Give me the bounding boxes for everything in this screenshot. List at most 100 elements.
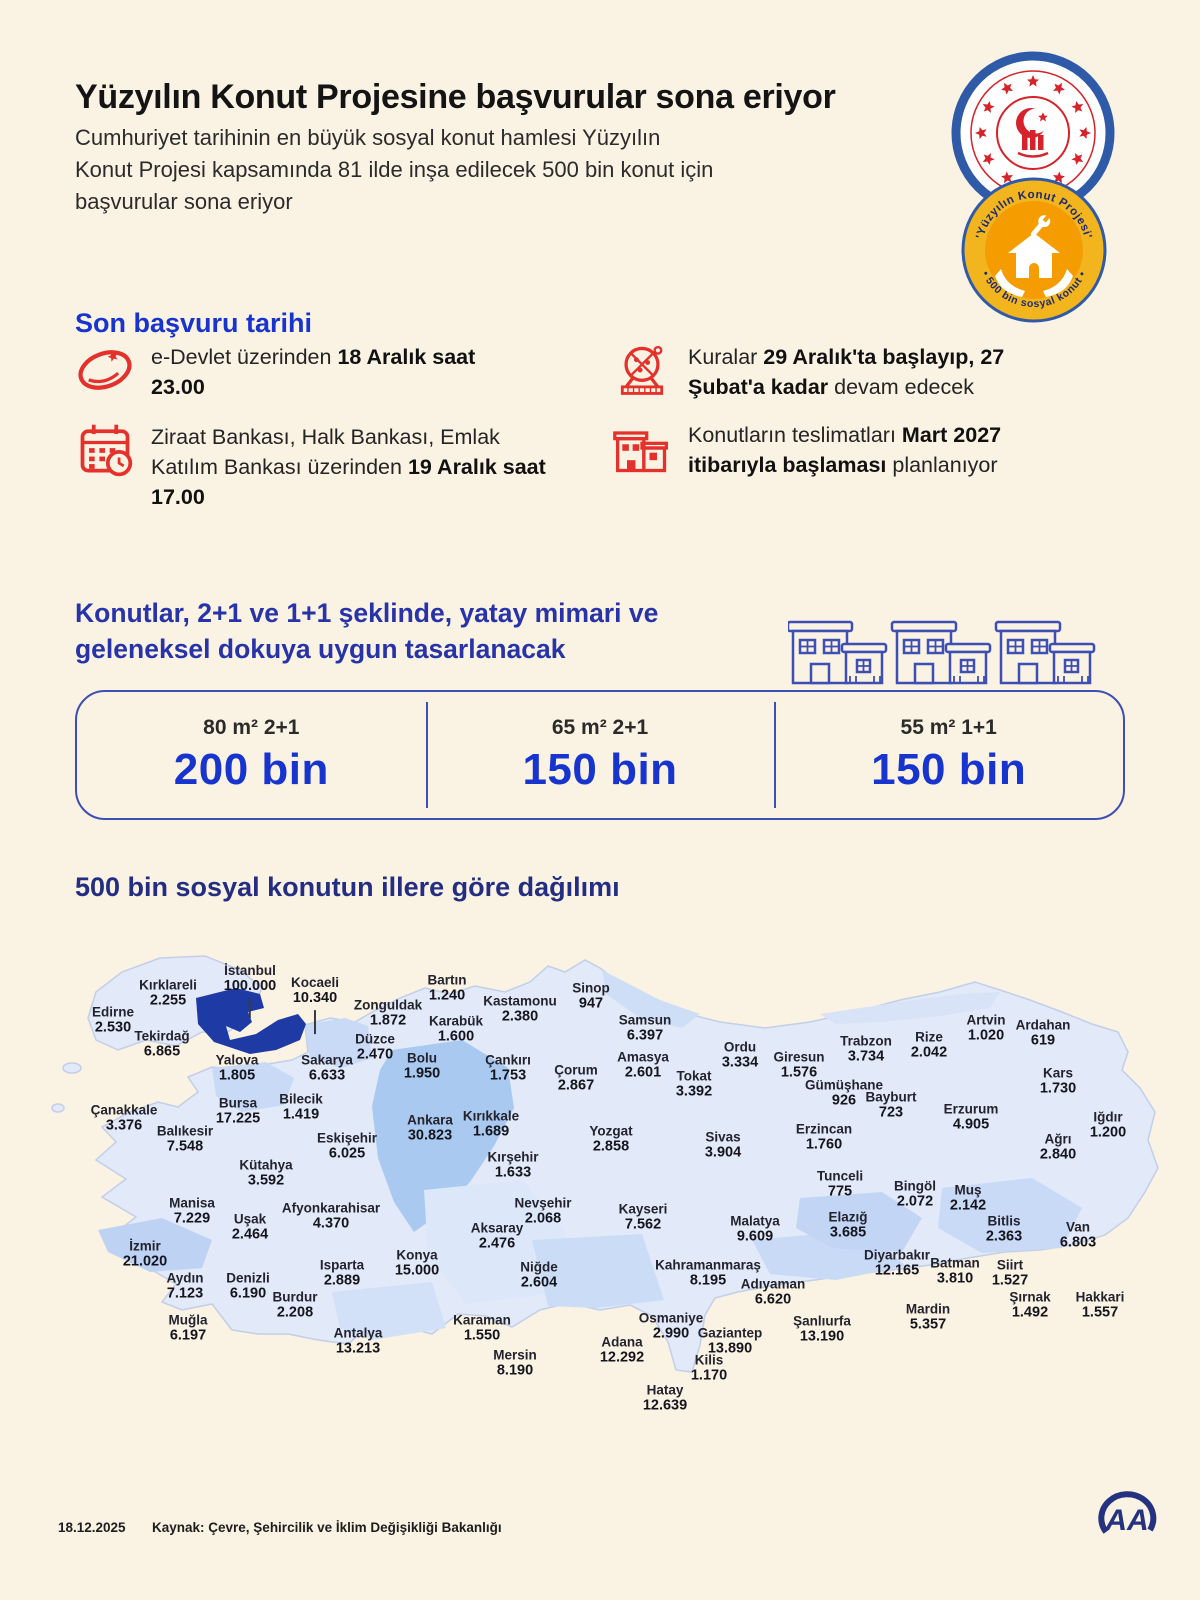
province-label: Gümüşhane 926 (804, 1077, 884, 1109)
province-label: Gaziantep 13.890 (697, 1325, 763, 1357)
province-label: Kırıkkale 1.689 (462, 1108, 520, 1140)
types-heading-line: geleneksel dokuya uygun tasarlanacak (75, 633, 566, 664)
region-trabzon-coast (820, 992, 1000, 1024)
province-label: Afyonkarahisar 4.370 (281, 1200, 381, 1232)
province-label: Şırnak 1.492 (1009, 1289, 1051, 1321)
province-label: Tunceli 775 (816, 1168, 864, 1200)
province-label: Diyarbakır 12.165 (863, 1247, 931, 1279)
province-label: Eskişehir 6.025 (316, 1130, 378, 1162)
intro-line: Cumhuriyet tarihinin en büyük sosyal kon… (75, 125, 661, 150)
province-label: Denizli 6.190 (226, 1270, 270, 1302)
deadline-item-delivery: Konutların teslimatları Mart 2027 itibar… (612, 418, 1122, 483)
province-label: İstanbul 100.000 (224, 963, 276, 1018)
province-label: Kars 1.730 (1039, 1065, 1077, 1097)
intro-line: Konut Projesi kapsamında 81 ilde inşa ed… (75, 156, 714, 182)
page-title: Yüzyılın Konut Projesine başvurular sona… (75, 77, 836, 116)
deadline-item-text: e-Devlet üzerinden 18 Aralık saat 23.00 (151, 345, 476, 400)
province-label: Van 6.803 (1059, 1219, 1097, 1251)
deadline-item-lottery: Kuralar 29 Aralık'ta başlayıp, 27 Şubat'… (612, 340, 1112, 405)
province-label: Hatay 12.639 (642, 1382, 688, 1414)
region-ankara (372, 1040, 514, 1232)
province-label: Antalya 13.213 (333, 1325, 383, 1357)
province-label: Ardahan 619 (1015, 1017, 1071, 1049)
housing-type-value: 150 bin (871, 744, 1027, 794)
wrench-icon (1030, 215, 1051, 237)
hand-left (995, 269, 1025, 297)
footer-source: Kaynak: Çevre, Şehircilik ve İklim Değiş… (152, 1520, 502, 1535)
province-label: Aydın 7.123 (166, 1270, 204, 1302)
calendar-clock-icon (75, 420, 135, 485)
leader-line (248, 997, 252, 1018)
region-samsun (602, 970, 700, 1028)
housing-types-box: 80 m² 2+1 200 bin 65 m² 2+1 150 bin 55 m… (75, 690, 1125, 820)
province-label: Sivas 3.904 (704, 1129, 742, 1161)
province-label: Manisa 7.229 (169, 1195, 215, 1227)
province-label: Muğla 6.197 (168, 1312, 208, 1344)
province-label: Sakarya 6.633 (301, 1052, 353, 1084)
province-label: Aksaray 2.476 (470, 1220, 524, 1252)
housing-type-cell: 80 m² 2+1 200 bin (77, 692, 426, 818)
aa-agency-logo-icon: AA (1094, 1482, 1160, 1549)
province-label: Tekirdağ 6.865 (134, 1028, 190, 1060)
province-label: Tokat 3.392 (675, 1068, 713, 1100)
lottery-drum-icon (612, 340, 672, 405)
province-label: Uşak 2.464 (231, 1211, 269, 1243)
province-label: Bolu 1.950 (403, 1050, 441, 1082)
province-label: Kocaeli 10.340 (291, 975, 339, 1034)
province-label: Edirne 2.530 (91, 1004, 135, 1036)
province-label: Düzce 2.470 (355, 1031, 395, 1063)
province-label: Burdur 2.208 (272, 1289, 318, 1321)
region-istanbul-highlight (196, 988, 306, 1054)
house-body (1016, 253, 1052, 278)
footer-date: 18.12.2025 (58, 1520, 126, 1535)
housing-type-value: 150 bin (522, 744, 678, 794)
project-emblem-icon: 'Yüzyılın Konut Projesi' • 500 bin sosya… (961, 177, 1107, 323)
province-label: Şanlıurfa 13.190 (793, 1313, 851, 1345)
province-label: Bartın 1.240 (427, 972, 467, 1004)
deadline-heading: Son başvuru tarihi (75, 308, 313, 339)
province-label: Hakkari 1.557 (1075, 1289, 1125, 1321)
housing-type-cell: 65 m² 2+1 150 bin (425, 692, 775, 818)
region-kocaeli-sakarya (305, 1018, 372, 1068)
island (51, 1103, 65, 1113)
hand-right (1043, 269, 1073, 297)
province-label: Mardin 5.357 (905, 1301, 951, 1333)
province-label: Sinop 947 (572, 980, 610, 1012)
province-label: Samsun 6.397 (618, 1012, 672, 1044)
province-label: Çorum 2.867 (554, 1062, 598, 1094)
province-label: Konya 15.000 (394, 1247, 440, 1279)
row-houses-illustration (786, 608, 1100, 695)
province-label: Çankırı 1.753 (485, 1052, 531, 1084)
housing-type-label: 65 m² 2+1 (551, 715, 649, 739)
province-label: Bayburt 723 (865, 1089, 917, 1121)
province-label: Kayseri 7.562 (618, 1201, 668, 1233)
intro-line: başvurular sona eriyor (75, 188, 293, 214)
province-label: Kırklareli 2.255 (139, 977, 197, 1009)
province-label: Bingöl 2.072 (894, 1178, 936, 1210)
province-label: Batman 3.810 (930, 1255, 980, 1287)
province-label: Yozgat 2.858 (589, 1123, 633, 1155)
region-konya (424, 1180, 566, 1304)
types-heading-line: Konutlar, 2+1 ve 1+1 şeklinde, yatay mim… (75, 597, 659, 628)
province-label: Zonguldak 1.872 (353, 997, 423, 1029)
province-label: Kilis 1.170 (690, 1352, 728, 1384)
province-label: Kırşehir 1.633 (487, 1149, 539, 1181)
province-label: Kastamonu 2.380 (483, 993, 557, 1025)
province-label: Çanakkale 3.376 (90, 1102, 158, 1134)
deadline-item-banks: Ziraat Bankası, Halk Bankası, Emlak Katı… (75, 420, 565, 512)
province-label: Isparta 2.889 (319, 1257, 365, 1289)
province-label: Erzincan 1.760 (795, 1121, 853, 1153)
region-adana-mersin (532, 1234, 664, 1308)
province-label: Karaman 1.550 (453, 1312, 511, 1344)
logo-stack: 'Yüzyılın Konut Projesi' • 500 bin sosya… (948, 50, 1120, 330)
housing-type-label: 55 m² 1+1 (900, 715, 997, 739)
region-antalya (332, 1282, 446, 1340)
province-label: Kahramanmaraş 8.195 (655, 1257, 761, 1289)
province-label: Giresun 1.576 (773, 1049, 825, 1081)
province-label: Adana 12.292 (599, 1334, 645, 1366)
e-devlet-icon (75, 340, 135, 405)
province-label: İzmir 21.020 (122, 1238, 168, 1270)
province-label: Artvin 1.020 (966, 1012, 1006, 1044)
types-heading: Konutlar, 2+1 ve 1+1 şeklinde, yatay mim… (75, 596, 755, 668)
